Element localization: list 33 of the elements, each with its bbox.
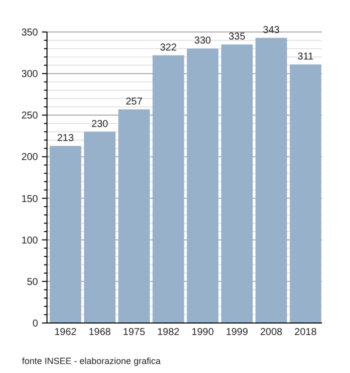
bar bbox=[186, 48, 218, 323]
bar bbox=[118, 109, 150, 323]
x-tick-label: 2008 bbox=[260, 327, 283, 338]
y-tick-label: 150 bbox=[21, 194, 38, 205]
bar bbox=[152, 55, 184, 323]
y-tick-label: 50 bbox=[26, 276, 38, 288]
x-tick-label: 1968 bbox=[88, 327, 112, 338]
x-tick-label: 1982 bbox=[157, 327, 180, 338]
bar bbox=[84, 132, 116, 323]
data-label: 343 bbox=[262, 24, 280, 36]
data-label: 330 bbox=[194, 36, 212, 47]
y-tick-label: 200 bbox=[21, 152, 38, 164]
source-note: fonte INSEE - elaborazione grafica bbox=[22, 356, 161, 366]
data-label: 335 bbox=[228, 31, 246, 42]
data-label: 257 bbox=[126, 96, 143, 108]
data-label: 213 bbox=[57, 132, 74, 144]
y-tick-label: 250 bbox=[21, 110, 38, 122]
bar bbox=[290, 64, 322, 323]
x-tick-label: 2018 bbox=[294, 327, 318, 338]
x-tick-label: 1990 bbox=[192, 327, 214, 338]
y-tick-label: 100 bbox=[21, 235, 38, 246]
y-tick-label: 350 bbox=[21, 28, 38, 38]
x-tick-label: 1999 bbox=[226, 327, 249, 338]
data-label: 322 bbox=[160, 42, 178, 54]
data-label: 311 bbox=[298, 51, 314, 62]
bar bbox=[50, 146, 82, 323]
bar bbox=[221, 44, 253, 323]
data-label: 230 bbox=[91, 118, 109, 130]
bar bbox=[255, 38, 288, 323]
x-tick-label: 1962 bbox=[54, 327, 78, 338]
y-tick-label: 0 bbox=[32, 318, 38, 330]
y-tick-label: 300 bbox=[21, 69, 38, 80]
x-tick-label: 1975 bbox=[122, 327, 146, 338]
